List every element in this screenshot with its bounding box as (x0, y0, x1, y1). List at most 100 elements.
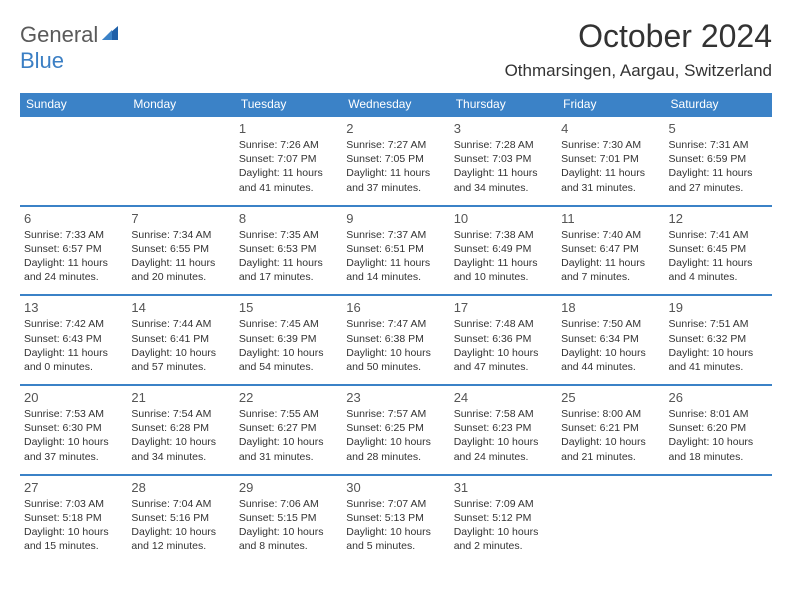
day-info: Sunrise: 8:00 AMSunset: 6:21 PMDaylight:… (561, 407, 660, 464)
day-info: Sunrise: 7:26 AMSunset: 7:07 PMDaylight:… (239, 138, 338, 195)
daylight-text: Daylight: 10 hours and 54 minutes. (239, 346, 338, 374)
sunset-text: Sunset: 6:59 PM (669, 152, 768, 166)
day-info: Sunrise: 7:47 AMSunset: 6:38 PMDaylight:… (346, 317, 445, 374)
daylight-text: Daylight: 10 hours and 50 minutes. (346, 346, 445, 374)
weekday-header: Wednesday (342, 93, 449, 116)
daylight-text: Daylight: 11 hours and 34 minutes. (454, 166, 553, 194)
sunset-text: Sunset: 7:05 PM (346, 152, 445, 166)
day-cell: 10Sunrise: 7:38 AMSunset: 6:49 PMDayligh… (450, 206, 557, 296)
sunset-text: Sunset: 6:45 PM (669, 242, 768, 256)
day-info: Sunrise: 7:37 AMSunset: 6:51 PMDaylight:… (346, 228, 445, 285)
day-info: Sunrise: 7:50 AMSunset: 6:34 PMDaylight:… (561, 317, 660, 374)
sunrise-text: Sunrise: 7:38 AM (454, 228, 553, 242)
sunrise-text: Sunrise: 7:27 AM (346, 138, 445, 152)
day-cell: 8Sunrise: 7:35 AMSunset: 6:53 PMDaylight… (235, 206, 342, 296)
day-number: 29 (239, 480, 338, 495)
day-info: Sunrise: 7:28 AMSunset: 7:03 PMDaylight:… (454, 138, 553, 195)
weekday-header-row: SundayMondayTuesdayWednesdayThursdayFrid… (20, 93, 772, 116)
day-info: Sunrise: 7:48 AMSunset: 6:36 PMDaylight:… (454, 317, 553, 374)
daylight-text: Daylight: 11 hours and 24 minutes. (24, 256, 123, 284)
day-number: 21 (131, 390, 230, 405)
week-row: 27Sunrise: 7:03 AMSunset: 5:18 PMDayligh… (20, 475, 772, 564)
sunset-text: Sunset: 6:38 PM (346, 332, 445, 346)
empty-cell (127, 116, 234, 206)
day-number: 28 (131, 480, 230, 495)
daylight-text: Daylight: 10 hours and 12 minutes. (131, 525, 230, 553)
sunrise-text: Sunrise: 7:09 AM (454, 497, 553, 511)
day-info: Sunrise: 7:09 AMSunset: 5:12 PMDaylight:… (454, 497, 553, 554)
sunset-text: Sunset: 6:21 PM (561, 421, 660, 435)
day-info: Sunrise: 7:31 AMSunset: 6:59 PMDaylight:… (669, 138, 768, 195)
sunrise-text: Sunrise: 7:04 AM (131, 497, 230, 511)
daylight-text: Daylight: 10 hours and 8 minutes. (239, 525, 338, 553)
daylight-text: Daylight: 10 hours and 44 minutes. (561, 346, 660, 374)
day-number: 22 (239, 390, 338, 405)
day-cell: 28Sunrise: 7:04 AMSunset: 5:16 PMDayligh… (127, 475, 234, 564)
day-number: 18 (561, 300, 660, 315)
day-cell: 3Sunrise: 7:28 AMSunset: 7:03 PMDaylight… (450, 116, 557, 206)
week-row: 6Sunrise: 7:33 AMSunset: 6:57 PMDaylight… (20, 206, 772, 296)
day-cell: 13Sunrise: 7:42 AMSunset: 6:43 PMDayligh… (20, 295, 127, 385)
day-cell: 12Sunrise: 7:41 AMSunset: 6:45 PMDayligh… (665, 206, 772, 296)
day-info: Sunrise: 7:41 AMSunset: 6:45 PMDaylight:… (669, 228, 768, 285)
sunset-text: Sunset: 6:36 PM (454, 332, 553, 346)
sunrise-text: Sunrise: 7:57 AM (346, 407, 445, 421)
day-number: 16 (346, 300, 445, 315)
daylight-text: Daylight: 10 hours and 15 minutes. (24, 525, 123, 553)
sunrise-text: Sunrise: 7:48 AM (454, 317, 553, 331)
daylight-text: Daylight: 11 hours and 10 minutes. (454, 256, 553, 284)
logo: General Blue (20, 18, 120, 74)
day-number: 23 (346, 390, 445, 405)
day-number: 9 (346, 211, 445, 226)
empty-cell (557, 475, 664, 564)
day-info: Sunrise: 7:53 AMSunset: 6:30 PMDaylight:… (24, 407, 123, 464)
day-number: 10 (454, 211, 553, 226)
daylight-text: Daylight: 10 hours and 24 minutes. (454, 435, 553, 463)
sunset-text: Sunset: 6:43 PM (24, 332, 123, 346)
empty-cell (20, 116, 127, 206)
day-info: Sunrise: 7:44 AMSunset: 6:41 PMDaylight:… (131, 317, 230, 374)
sunrise-text: Sunrise: 7:55 AM (239, 407, 338, 421)
day-number: 6 (24, 211, 123, 226)
sunrise-text: Sunrise: 7:45 AM (239, 317, 338, 331)
day-number: 27 (24, 480, 123, 495)
day-number: 25 (561, 390, 660, 405)
weekday-header: Sunday (20, 93, 127, 116)
day-cell: 14 Sunrise: 7:44 AMSunset: 6:41 PMDayligh… (127, 295, 234, 385)
daylight-text: Daylight: 10 hours and 18 minutes. (669, 435, 768, 463)
sunrise-text: Sunrise: 7:03 AM (24, 497, 123, 511)
day-cell: 21Sunrise: 7:54 AMSunset: 6:28 PMDayligh… (127, 385, 234, 475)
daylight-text: Daylight: 11 hours and 14 minutes. (346, 256, 445, 284)
sunrise-text: Sunrise: 7:07 AM (346, 497, 445, 511)
sunset-text: Sunset: 6:57 PM (24, 242, 123, 256)
day-info: Sunrise: 7:07 AMSunset: 5:13 PMDaylight:… (346, 497, 445, 554)
day-info: Sunrise: 7:45 AMSunset: 6:39 PMDaylight:… (239, 317, 338, 374)
day-cell: 1Sunrise: 7:26 AMSunset: 7:07 PMDaylight… (235, 116, 342, 206)
daylight-text: Daylight: 11 hours and 7 minutes. (561, 256, 660, 284)
day-cell: 15Sunrise: 7:45 AMSunset: 6:39 PMDayligh… (235, 295, 342, 385)
sunrise-text: Sunrise: 7:34 AM (131, 228, 230, 242)
sunset-text: Sunset: 6:53 PM (239, 242, 338, 256)
day-cell: 11Sunrise: 7:40 AMSunset: 6:47 PMDayligh… (557, 206, 664, 296)
month-title: October 2024 (505, 18, 772, 55)
day-cell: 26Sunrise: 8:01 AMSunset: 6:20 PMDayligh… (665, 385, 772, 475)
day-cell: 5Sunrise: 7:31 AMSunset: 6:59 PMDaylight… (665, 116, 772, 206)
daylight-text: Daylight: 11 hours and 0 minutes. (24, 346, 123, 374)
day-info: Sunrise: 7:58 AMSunset: 6:23 PMDaylight:… (454, 407, 553, 464)
day-number: 17 (454, 300, 553, 315)
day-cell: 6Sunrise: 7:33 AMSunset: 6:57 PMDaylight… (20, 206, 127, 296)
day-number: 14 (131, 300, 230, 315)
sunset-text: Sunset: 7:07 PM (239, 152, 338, 166)
day-info: Sunrise: 7:06 AMSunset: 5:15 PMDaylight:… (239, 497, 338, 554)
day-info: Sunrise: 8:01 AMSunset: 6:20 PMDaylight:… (669, 407, 768, 464)
sunrise-text: Sunrise: 7:44 AM (131, 317, 230, 331)
daylight-text: Daylight: 11 hours and 31 minutes. (561, 166, 660, 194)
day-info: Sunrise: 7:35 AMSunset: 6:53 PMDaylight:… (239, 228, 338, 285)
day-info: Sunrise: 7:34 AMSunset: 6:55 PMDaylight:… (131, 228, 230, 285)
sunset-text: Sunset: 5:18 PM (24, 511, 123, 525)
header: General Blue October 2024 Othmarsingen, … (20, 18, 772, 81)
sunrise-text: Sunrise: 8:00 AM (561, 407, 660, 421)
weekday-header: Tuesday (235, 93, 342, 116)
day-info: Sunrise: 7:27 AMSunset: 7:05 PMDaylight:… (346, 138, 445, 195)
sunrise-text: Sunrise: 7:28 AM (454, 138, 553, 152)
